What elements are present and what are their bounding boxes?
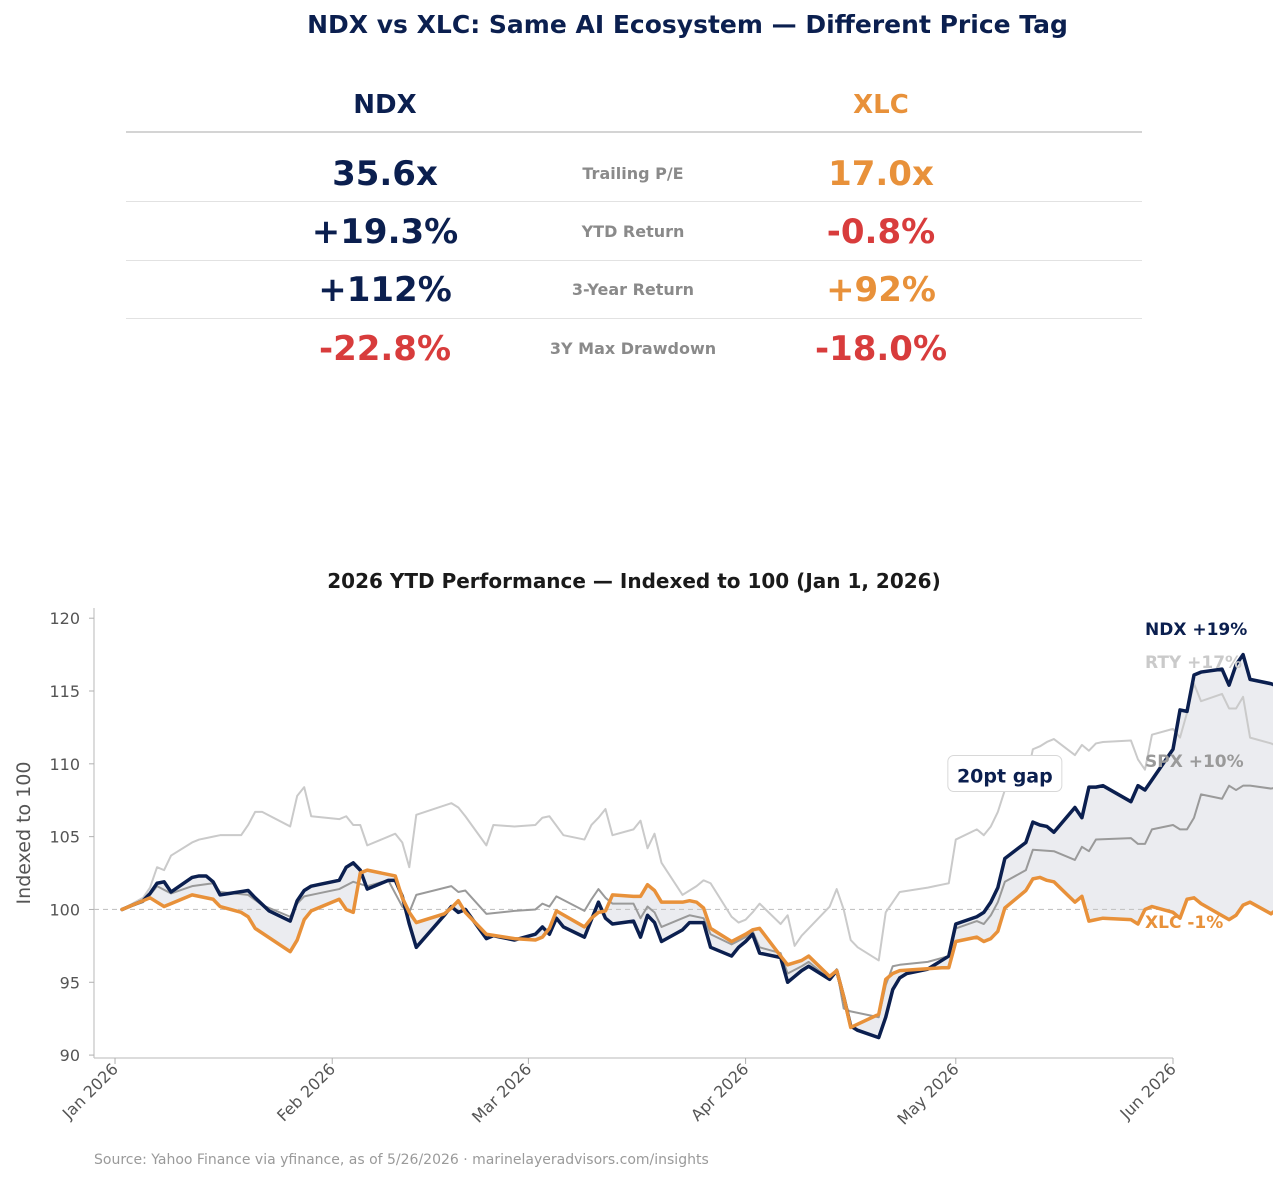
end-label-xlc: XLC -1% — [1145, 913, 1223, 933]
y-tick-label: 110 — [49, 755, 80, 774]
xlc-pe-value: 17.0x — [828, 154, 934, 194]
ndx-drawdown-value: -22.8% — [318, 329, 452, 369]
row-divider — [126, 201, 1142, 202]
y-axis-label: Indexed to 100 — [13, 762, 35, 905]
series-line-ndx — [120, 652, 1273, 1040]
page-title: NDX vs XLC: Same AI Ecosystem — Differen… — [307, 10, 1068, 39]
end-label-rty: RTY +17% — [1145, 653, 1242, 673]
x-tick-label: Apr 2026 — [687, 1059, 752, 1124]
source-note: Source: Yahoo Finance via yfinance, as o… — [94, 1152, 709, 1168]
row-divider — [126, 260, 1142, 261]
y-tick-label: 90 — [60, 1046, 80, 1065]
xlc-column-header: XLC — [853, 90, 909, 120]
series-line-xlc — [120, 868, 1273, 1030]
metric-label-pe: Trailing P/E — [582, 164, 684, 183]
xlc-ytd-value: -0.8% — [826, 212, 936, 252]
xlc-3y-value: +92% — [826, 270, 936, 310]
y-tick-label: 115 — [49, 682, 80, 701]
annotation-text: 20pt gap — [957, 765, 1053, 787]
xlc-drawdown-value: -18.0% — [814, 329, 948, 369]
x-tick-label: May 2026 — [893, 1059, 962, 1128]
y-tick-label: 120 — [49, 609, 80, 628]
x-tick-label: Feb 2026 — [273, 1059, 339, 1125]
y-tick-label: 95 — [60, 973, 80, 992]
header-divider — [126, 131, 1142, 133]
x-tick-label: Jun 2026 — [1116, 1059, 1180, 1123]
chart-title: 2026 YTD Performance — Indexed to 100 (J… — [327, 569, 940, 593]
ndx-ytd-value: +19.3% — [311, 212, 459, 252]
annotation-box — [947, 754, 1063, 792]
ndx-column-header: NDX — [353, 90, 417, 120]
y-tick-label: 100 — [49, 900, 80, 919]
x-tick-label: Jan 2026 — [58, 1059, 122, 1123]
metric-label-drawdown: 3Y Max Drawdown — [549, 339, 717, 358]
ndx-pe-value: 35.6x — [332, 154, 438, 194]
ndx-3y-value: +112% — [318, 270, 452, 310]
x-tick-label: Mar 2026 — [468, 1059, 535, 1126]
end-label-spx: SPX +10% — [1145, 752, 1244, 772]
series-line-rty — [121, 682, 1273, 962]
y-tick-label: 105 — [49, 828, 80, 847]
gap-shading — [122, 654, 1273, 1038]
end-label-ndx: NDX +19% — [1145, 620, 1247, 640]
metric-label-3y: 3-Year Return — [571, 280, 695, 299]
metric-label-ytd: YTD Return — [581, 222, 685, 241]
row-divider — [126, 318, 1142, 319]
